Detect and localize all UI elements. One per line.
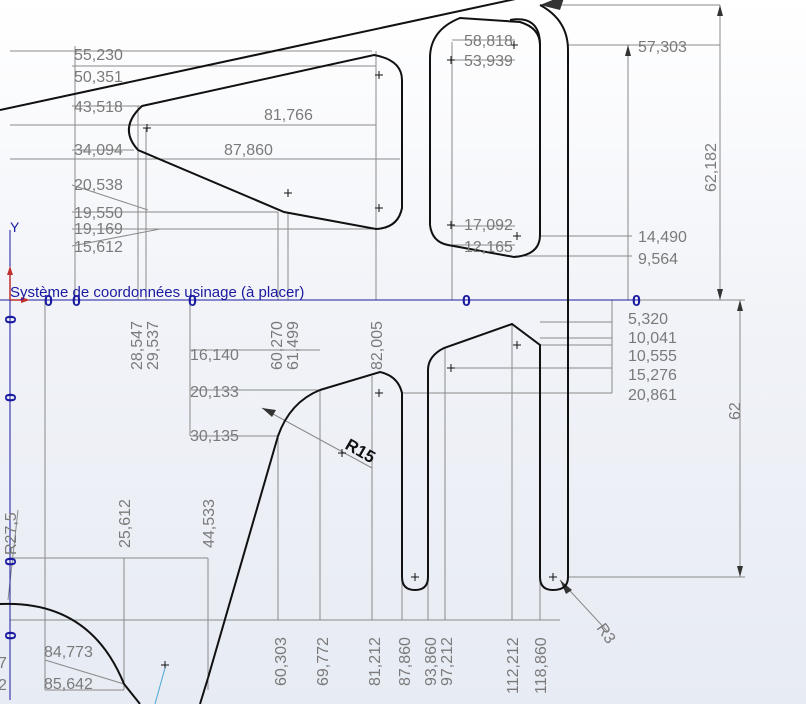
dimension-y-left-top[interactable]: 15,612 (74, 239, 123, 256)
dimension-y-right-lower[interactable]: 15,276 (628, 367, 677, 384)
dimension-y-left-top[interactable]: 50,351 (74, 69, 123, 86)
origin-zero: 0 (188, 293, 197, 310)
origin-zero: 0 (3, 393, 20, 402)
origin-zero: 0 (632, 293, 641, 310)
origin-zero: 0 (3, 631, 20, 640)
dimension-x-lower[interactable]: 44,533 (201, 499, 218, 548)
coordinate-system-label[interactable]: Système de coordonnées usinage (à placer… (10, 284, 304, 301)
dimension-y-right[interactable]: 57,303 (638, 39, 687, 56)
origin-zero: 0 (462, 293, 471, 310)
dimension-x-bottom[interactable]: 60,303 (273, 637, 290, 686)
dimension-y-left-mid[interactable]: 30,135 (190, 428, 239, 445)
origin-zero: 0 (3, 557, 20, 566)
radius-left[interactable]: R27,5 (3, 512, 20, 555)
dimension-y-left-top[interactable]: 55,230 (74, 47, 123, 64)
dimension-x-vertical[interactable]: 28,547 (129, 321, 146, 370)
partial-left[interactable]: 7 (0, 655, 7, 672)
dimension-overall-bottom[interactable]: 62 (727, 402, 744, 420)
dimension-y-pocket[interactable]: 12,165 (464, 239, 513, 256)
dimension-x-vertical[interactable]: 29,537 (145, 321, 162, 370)
dimension-x-bottom[interactable]: 97,212 (439, 637, 456, 686)
center-marks (143, 41, 557, 669)
dimension-y-pocket[interactable]: 58,818 (464, 33, 513, 50)
dimension-x-bottom[interactable]: 81,212 (367, 637, 384, 686)
dimension-y-left-mid[interactable]: 16,140 (190, 347, 239, 364)
dimension-y-right-lower[interactable]: 20,861 (628, 387, 677, 404)
origin-zero: 0 (44, 293, 53, 310)
dimension-x-vertical[interactable]: 82,005 (369, 321, 386, 370)
dimension-lines (7, 4, 745, 691)
dimension-y-left-top[interactable]: 20,538 (74, 177, 123, 194)
dimension-x-lower[interactable]: 25,612 (117, 499, 134, 548)
dimension-y-right[interactable]: 14,490 (638, 229, 687, 246)
axis-y (7, 230, 30, 700)
dimension-x-top[interactable]: 87,860 (224, 142, 273, 159)
dimension-overall-top[interactable]: 62,182 (703, 143, 720, 192)
partial-left[interactable]: 2 (0, 677, 7, 694)
dimension-x-bottom[interactable]: 112,212 (505, 637, 522, 694)
y-axis-label: Y (10, 219, 20, 235)
dimension-y-pocket[interactable]: 53,939 (464, 53, 513, 70)
dimension-y-right-lower[interactable]: 10,041 (628, 330, 677, 347)
dimension-x-bottom[interactable]: 69,772 (315, 637, 332, 686)
arrowheads (262, 0, 743, 594)
dimension-y-right-lower[interactable]: 10,555 (628, 348, 677, 365)
origin-zero: 0 (3, 315, 20, 324)
origin-zero: 0 (72, 293, 81, 310)
dimension-x-vertical[interactable]: 60,270 (269, 321, 286, 370)
dimension-y-left-top[interactable]: 19,169 (74, 221, 123, 238)
dimension-y-left-mid[interactable]: 20,133 (190, 384, 239, 401)
part-geometry (0, 0, 569, 705)
dimension-y-left-top[interactable]: 34,094 (74, 142, 123, 159)
dimension-x-vertical[interactable]: 61,499 (285, 321, 302, 370)
dimension-x-top[interactable]: 81,766 (264, 107, 313, 124)
dimension-x-bottom[interactable]: 93,860 (423, 637, 440, 686)
radius-main[interactable]: R15 (342, 435, 379, 467)
radius-small[interactable]: R3 (593, 621, 619, 648)
dimension-x-bottom[interactable]: 118,860 (533, 637, 550, 694)
dimension-y-left-top[interactable]: 19,550 (74, 205, 123, 222)
dimension-y-bottom-left[interactable]: 84,773 (44, 644, 93, 661)
dimension-y-right-lower[interactable]: 5,320 (628, 311, 668, 328)
dimension-y-left-top[interactable]: 43,518 (74, 99, 123, 116)
dimension-y-pocket[interactable]: 17,092 (464, 217, 513, 234)
blue-guide (154, 667, 166, 705)
dimension-y-right[interactable]: 9,564 (638, 251, 678, 268)
dimension-y-bottom-left[interactable]: 85,642 (44, 676, 93, 693)
dimension-x-bottom[interactable]: 87,860 (397, 637, 414, 686)
